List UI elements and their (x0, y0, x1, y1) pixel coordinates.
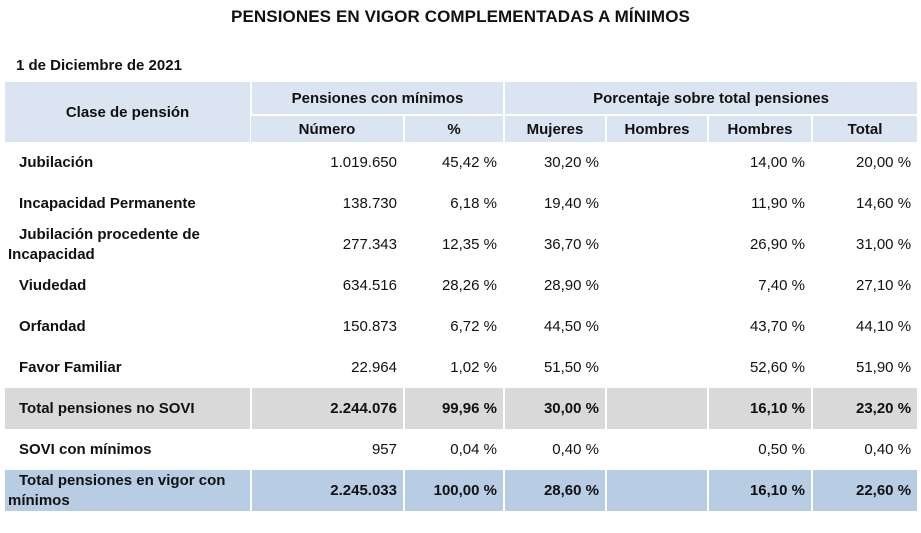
cell-mujeres: 30,20 % (503, 142, 606, 183)
row-label: Total pensiones no SOVI (5, 388, 251, 429)
row-label: Total pensiones en vigor con mínimos (5, 470, 251, 511)
cell-pct: 45,42 % (403, 142, 504, 183)
cell-mujeres: 0,40 % (503, 429, 606, 470)
cell-hombres-2: 16,10 % (707, 388, 812, 429)
cell-mujeres: 51,50 % (503, 347, 606, 388)
cell-hombres-2: 26,90 % (707, 224, 812, 265)
cell-hombres (605, 429, 708, 470)
row-label: Incapacidad Permanente (19, 194, 196, 212)
row-label: Jubilación (19, 153, 94, 171)
cell-total: 22,60 % (810, 470, 918, 511)
cell-total: 14,60 % (810, 183, 918, 224)
col-header-hombres-2: Hombres (707, 114, 812, 142)
table-row: Orfandad 150.873 6,72 % 44,50 % 43,70 % … (5, 306, 918, 347)
col-header-clase: Clase de pensión (5, 82, 251, 142)
col-header-mujeres: Mujeres (503, 114, 606, 142)
row-label: Orfandad (19, 317, 86, 335)
cell-mujeres: 44,50 % (503, 306, 606, 347)
header-row-columns: Número % Mujeres Hombres Hombres Total (5, 114, 918, 142)
col-header-numero: Número (251, 114, 404, 142)
cell-pct: 6,72 % (403, 306, 504, 347)
cell-numero: 150.873 (250, 306, 404, 347)
cell-hombres-2: 7,40 % (707, 265, 812, 306)
cell-pct: 100,00 % (403, 470, 504, 511)
col-group-porcentaje: Porcentaje sobre total pensiones (502, 82, 918, 115)
cell-numero: 634.516 (250, 265, 404, 306)
cell-total: 31,00 % (810, 224, 918, 265)
cell-hombres (605, 306, 708, 347)
cell-hombres-2: 52,60 % (707, 347, 812, 388)
cell-mujeres: 36,70 % (503, 224, 606, 265)
cell-hombres-2: 0,50 % (707, 429, 812, 470)
cell-pct: 28,26 % (403, 265, 504, 306)
table-row: Incapacidad Permanente 138.730 6,18 % 19… (5, 183, 918, 224)
row-label: Favor Familiar (19, 358, 122, 376)
pensions-table: Clase de pensión Pensiones con mínimos P… (5, 82, 918, 511)
cell-numero: 22.964 (250, 347, 404, 388)
cell-hombres-2: 16,10 % (707, 470, 812, 511)
cell-hombres (605, 388, 708, 429)
table-row: Favor Familiar 22.964 1,02 % 51,50 % 52,… (5, 347, 918, 388)
row-label: Viudedad (19, 276, 87, 294)
report-date: 1 de Diciembre de 2021 (16, 57, 182, 74)
cell-hombres (605, 183, 708, 224)
cell-numero: 1.019.650 (250, 142, 404, 183)
cell-mujeres: 30,00 % (503, 388, 606, 429)
cell-numero: 957 (250, 429, 404, 470)
cell-total: 51,90 % (810, 347, 918, 388)
cell-numero: 2.244.076 (250, 388, 404, 429)
subtotal-row: Total pensiones no SOVI 2.244.076 99,96 … (5, 388, 918, 429)
cell-total: 23,20 % (810, 388, 918, 429)
cell-numero: 277.343 (250, 224, 404, 265)
cell-hombres-2: 43,70 % (707, 306, 812, 347)
cell-numero: 138.730 (250, 183, 404, 224)
page-title: PENSIONES EN VIGOR COMPLEMENTADAS A MÍNI… (231, 7, 690, 26)
cell-total: 27,10 % (810, 265, 918, 306)
cell-total: 20,00 % (810, 142, 918, 183)
cell-hombres-2: 14,00 % (707, 142, 812, 183)
row-label: Jubilación procedente de Incapacidad (8, 225, 200, 263)
cell-hombres (605, 142, 708, 183)
total-row: Total pensiones en vigor con mínimos 2.2… (5, 470, 918, 511)
cell-hombres (605, 224, 708, 265)
col-group-pensiones-con-minimos: Pensiones con mínimos (250, 82, 504, 115)
table-row: SOVI con mínimos 957 0,04 % 0,40 % 0,50 … (5, 429, 918, 470)
cell-pct: 1,02 % (403, 347, 504, 388)
cell-pct: 6,18 % (403, 183, 504, 224)
table-row: Jubilación procedente de Incapacidad 277… (5, 224, 918, 265)
row-label: SOVI con mínimos (19, 440, 152, 458)
cell-hombres (605, 265, 708, 306)
header-row-groups: Clase de pensión Pensiones con mínimos P… (5, 82, 918, 142)
table-row: Viudedad 634.516 28,26 % 28,90 % 7,40 % … (5, 265, 918, 306)
cell-total: 0,40 % (810, 429, 918, 470)
cell-pct: 0,04 % (403, 429, 504, 470)
cell-total: 44,10 % (810, 306, 918, 347)
table-row: Jubilación 1.019.650 45,42 % 30,20 % 14,… (5, 142, 918, 183)
col-header-pct: % (403, 114, 504, 142)
cell-mujeres: 19,40 % (503, 183, 606, 224)
col-header-hombres: Hombres (605, 114, 708, 142)
cell-hombres (605, 470, 708, 511)
cell-pct: 12,35 % (403, 224, 504, 265)
cell-mujeres: 28,60 % (503, 470, 606, 511)
cell-numero: 2.245.033 (250, 470, 404, 511)
cell-pct: 99,96 % (403, 388, 504, 429)
col-header-total: Total (810, 114, 918, 142)
cell-mujeres: 28,90 % (503, 265, 606, 306)
cell-hombres (605, 347, 708, 388)
cell-hombres-2: 11,90 % (707, 183, 812, 224)
